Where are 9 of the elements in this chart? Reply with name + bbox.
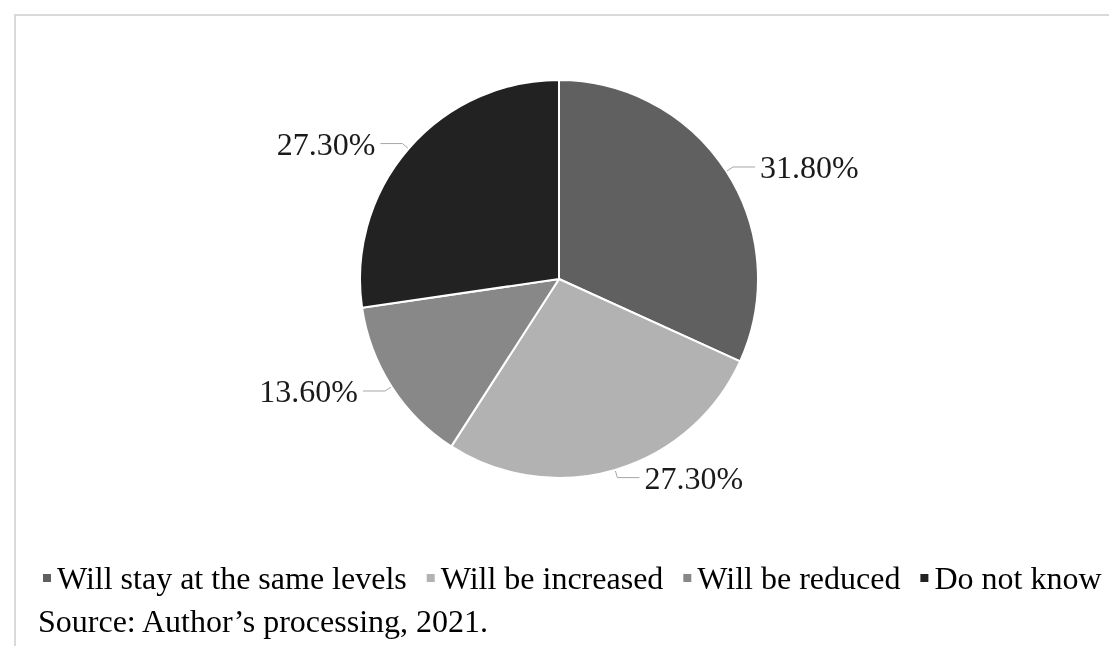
data-label: 27.30% [644,459,744,496]
legend-label: Do not know [934,560,1102,596]
legend-label: Will stay at the same levels [57,560,407,596]
legend-label: Will be reduced [697,560,901,596]
data-label: 27.30% [276,125,376,162]
data-label: 31.80% [760,148,859,185]
data-label: 13.60% [259,373,358,410]
legend-label: Will be increased [440,560,664,596]
source-note: Source: Author’s processing, 2021. [38,603,489,639]
